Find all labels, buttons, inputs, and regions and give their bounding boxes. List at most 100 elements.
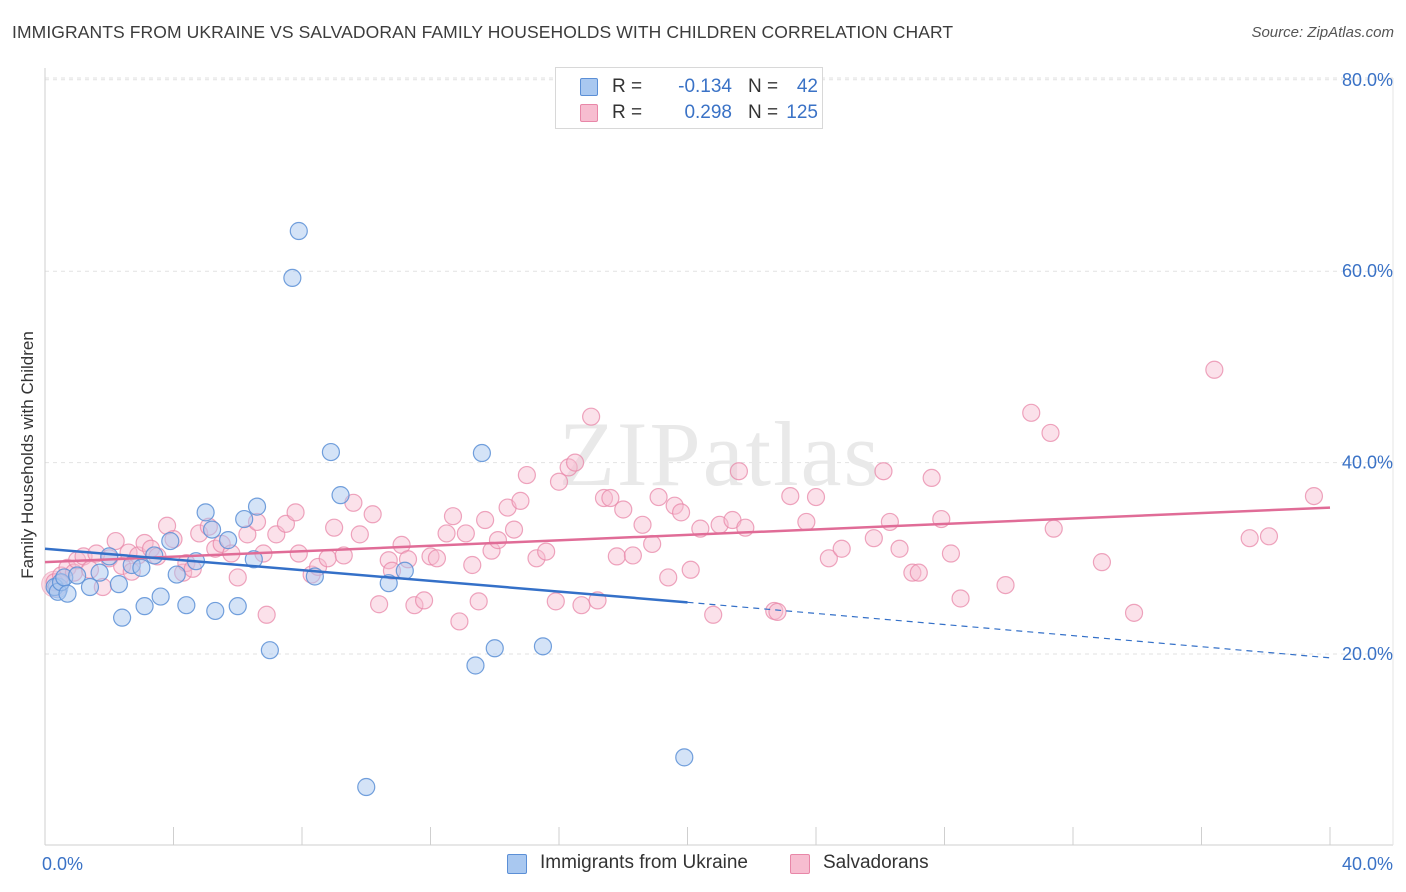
data-point-salvadorans bbox=[443, 507, 463, 526]
data-point-ukraine bbox=[247, 497, 267, 516]
data-point-salvadorans bbox=[318, 549, 337, 568]
data-point-salvadorans bbox=[941, 544, 961, 563]
x-tick-label: 40.0% bbox=[1342, 854, 1393, 874]
data-point-salvadorans bbox=[463, 555, 482, 575]
data-point-ukraine bbox=[472, 443, 491, 463]
data-point-salvadorans bbox=[427, 549, 447, 568]
data-point-ukraine bbox=[283, 268, 302, 287]
legend-n-value: 125 bbox=[786, 102, 818, 123]
data-point-ukraine bbox=[161, 531, 180, 551]
trend-lines bbox=[44, 506, 1331, 659]
correlation-legend: R = -0.134 N = 42 R = 0.298 N = 125 bbox=[555, 67, 823, 129]
data-point-salvadorans bbox=[325, 518, 344, 537]
chart-source: Source: ZipAtlas.com bbox=[1251, 24, 1394, 41]
axes bbox=[44, 68, 1394, 846]
data-point-salvadorans bbox=[797, 512, 816, 532]
y-axis-title: Family Households with Children bbox=[18, 331, 37, 579]
data-point-salvadorans bbox=[379, 551, 398, 570]
legend-r-label: R = bbox=[612, 76, 643, 97]
data-point-salvadorans bbox=[890, 539, 909, 558]
data-point-ukraine bbox=[90, 563, 109, 582]
data-point-salvadorans bbox=[504, 520, 524, 539]
data-point-salvadorans bbox=[996, 575, 1015, 595]
y-tick-label: 80.0% bbox=[1342, 70, 1393, 90]
data-point-ukraine bbox=[100, 547, 119, 566]
data-point-salvadorans bbox=[334, 546, 353, 565]
y-tick-label: 40.0% bbox=[1342, 453, 1393, 473]
data-point-salvadorans bbox=[607, 547, 626, 566]
data-point-ukraine bbox=[533, 637, 553, 656]
data-point-salvadorans bbox=[681, 560, 700, 579]
data-point-ukraine bbox=[206, 601, 225, 621]
data-point-salvadorans bbox=[414, 591, 434, 610]
data-point-salvadorans bbox=[659, 568, 678, 587]
data-point-salvadorans bbox=[951, 589, 970, 608]
data-point-ukraine bbox=[202, 520, 222, 539]
data-point-salvadorans bbox=[729, 462, 749, 481]
data-point-salvadorans bbox=[1124, 603, 1144, 622]
legend-swatch-salvadorans bbox=[790, 854, 810, 874]
data-point-salvadorans bbox=[476, 510, 495, 530]
legend-n-label: N = bbox=[748, 102, 779, 123]
data-point-ukraine bbox=[135, 597, 154, 616]
data-point-ukraine bbox=[357, 777, 376, 797]
data-point-ukraine bbox=[109, 575, 128, 594]
data-point-salvadorans bbox=[228, 568, 247, 587]
data-point-ukraine bbox=[260, 641, 279, 660]
data-point-salvadorans bbox=[623, 546, 642, 565]
data-point-salvadorans bbox=[546, 592, 565, 611]
data-point-salvadorans bbox=[704, 605, 723, 624]
data-point-salvadorans bbox=[527, 549, 546, 568]
data-point-salvadorans bbox=[456, 524, 475, 543]
data-point-salvadorans bbox=[511, 491, 530, 510]
data-point-salvadorans bbox=[819, 549, 838, 568]
data-point-salvadorans bbox=[572, 596, 591, 615]
data-point-ukraine bbox=[235, 509, 254, 529]
data-point-salvadorans bbox=[437, 524, 456, 543]
data-point-salvadorans bbox=[922, 468, 941, 488]
data-point-salvadorans bbox=[350, 525, 369, 544]
data-point-salvadorans bbox=[768, 602, 787, 621]
data-point-ukraine bbox=[167, 565, 186, 584]
data-point-ukraine bbox=[145, 546, 164, 565]
data-point-ukraine bbox=[80, 577, 100, 597]
data-point-salvadorans bbox=[370, 595, 389, 614]
legend-r-value: 0.298 bbox=[684, 102, 732, 123]
data-point-ukraine bbox=[485, 639, 504, 658]
data-point-salvadorans bbox=[517, 465, 536, 485]
data-point-salvadorans bbox=[1092, 553, 1112, 572]
y-tick-label: 20.0% bbox=[1342, 644, 1393, 664]
series-ukraine bbox=[45, 221, 694, 797]
legend-label-ukraine: Immigrants from Ukraine bbox=[540, 852, 748, 873]
legend-swatch-ukraine bbox=[580, 78, 598, 96]
data-point-salvadorans bbox=[671, 503, 691, 522]
data-point-ukraine bbox=[68, 566, 87, 585]
data-point-ukraine bbox=[321, 442, 341, 462]
data-point-salvadorans bbox=[565, 453, 585, 472]
data-point-salvadorans bbox=[469, 592, 488, 611]
trend-line-ukraine bbox=[44, 547, 688, 604]
data-point-ukraine bbox=[177, 596, 196, 615]
data-point-salvadorans bbox=[806, 487, 826, 507]
trend-line-ukraine-extension bbox=[687, 601, 1331, 659]
legend-n-value: 42 bbox=[796, 76, 818, 97]
data-point-ukraine bbox=[228, 597, 247, 616]
data-point-salvadorans bbox=[874, 462, 893, 481]
data-point-ukraine bbox=[58, 584, 77, 603]
data-point-ukraine bbox=[466, 656, 485, 675]
data-point-salvadorans bbox=[880, 512, 899, 532]
data-point-salvadorans bbox=[286, 503, 305, 522]
data-point-salvadorans bbox=[106, 531, 125, 551]
data-point-salvadorans bbox=[363, 505, 382, 524]
data-point-salvadorans bbox=[649, 487, 668, 507]
data-point-salvadorans bbox=[257, 605, 276, 624]
data-point-salvadorans bbox=[289, 544, 308, 563]
data-point-ukraine bbox=[331, 486, 350, 505]
trend-line-salvadorans bbox=[44, 506, 1331, 564]
legend-r-label: R = bbox=[612, 102, 643, 123]
data-point-salvadorans bbox=[549, 472, 569, 491]
data-point-ukraine bbox=[196, 503, 215, 522]
data-point-ukraine bbox=[132, 558, 151, 577]
data-point-ukraine bbox=[112, 608, 132, 627]
data-point-salvadorans bbox=[909, 563, 928, 582]
